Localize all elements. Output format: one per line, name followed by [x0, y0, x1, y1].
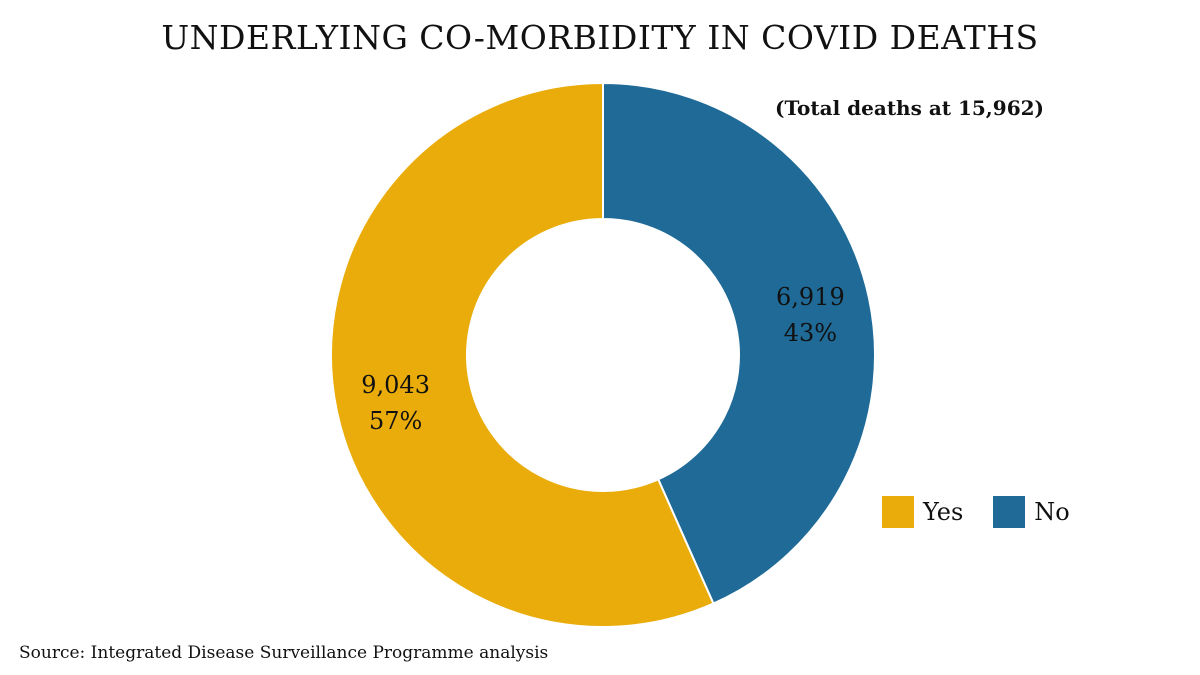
data-label-value-yes: 9,043	[361, 371, 430, 399]
source-note: Source: Integrated Disease Surveillance …	[19, 643, 549, 663]
data-label-percent-yes: 57%	[369, 407, 422, 435]
legend-label-no: No	[1034, 498, 1070, 526]
legend-swatch-yes	[882, 496, 914, 528]
legend-label-yes: Yes	[923, 498, 964, 526]
legend-item-yes: Yes	[882, 496, 963, 528]
data-labels-group: 6,919 43% 9,043 57%	[361, 283, 844, 435]
legend-swatch-no	[993, 496, 1026, 528]
chart-title: UNDERLYING CO-MORBIDITY IN COVID DEATHS	[161, 18, 1039, 57]
slices-group	[330, 81, 876, 628]
data-label-value-no: 6,919	[776, 283, 845, 311]
data-label-percent-no: 43%	[784, 319, 837, 347]
slice-no	[602, 81, 876, 605]
chart-subtitle: (Total deaths at 15,962)	[775, 96, 1044, 120]
legend-item-no: No	[993, 496, 1070, 528]
slice-yes	[330, 81, 715, 628]
legend: Yes No	[882, 496, 1100, 528]
